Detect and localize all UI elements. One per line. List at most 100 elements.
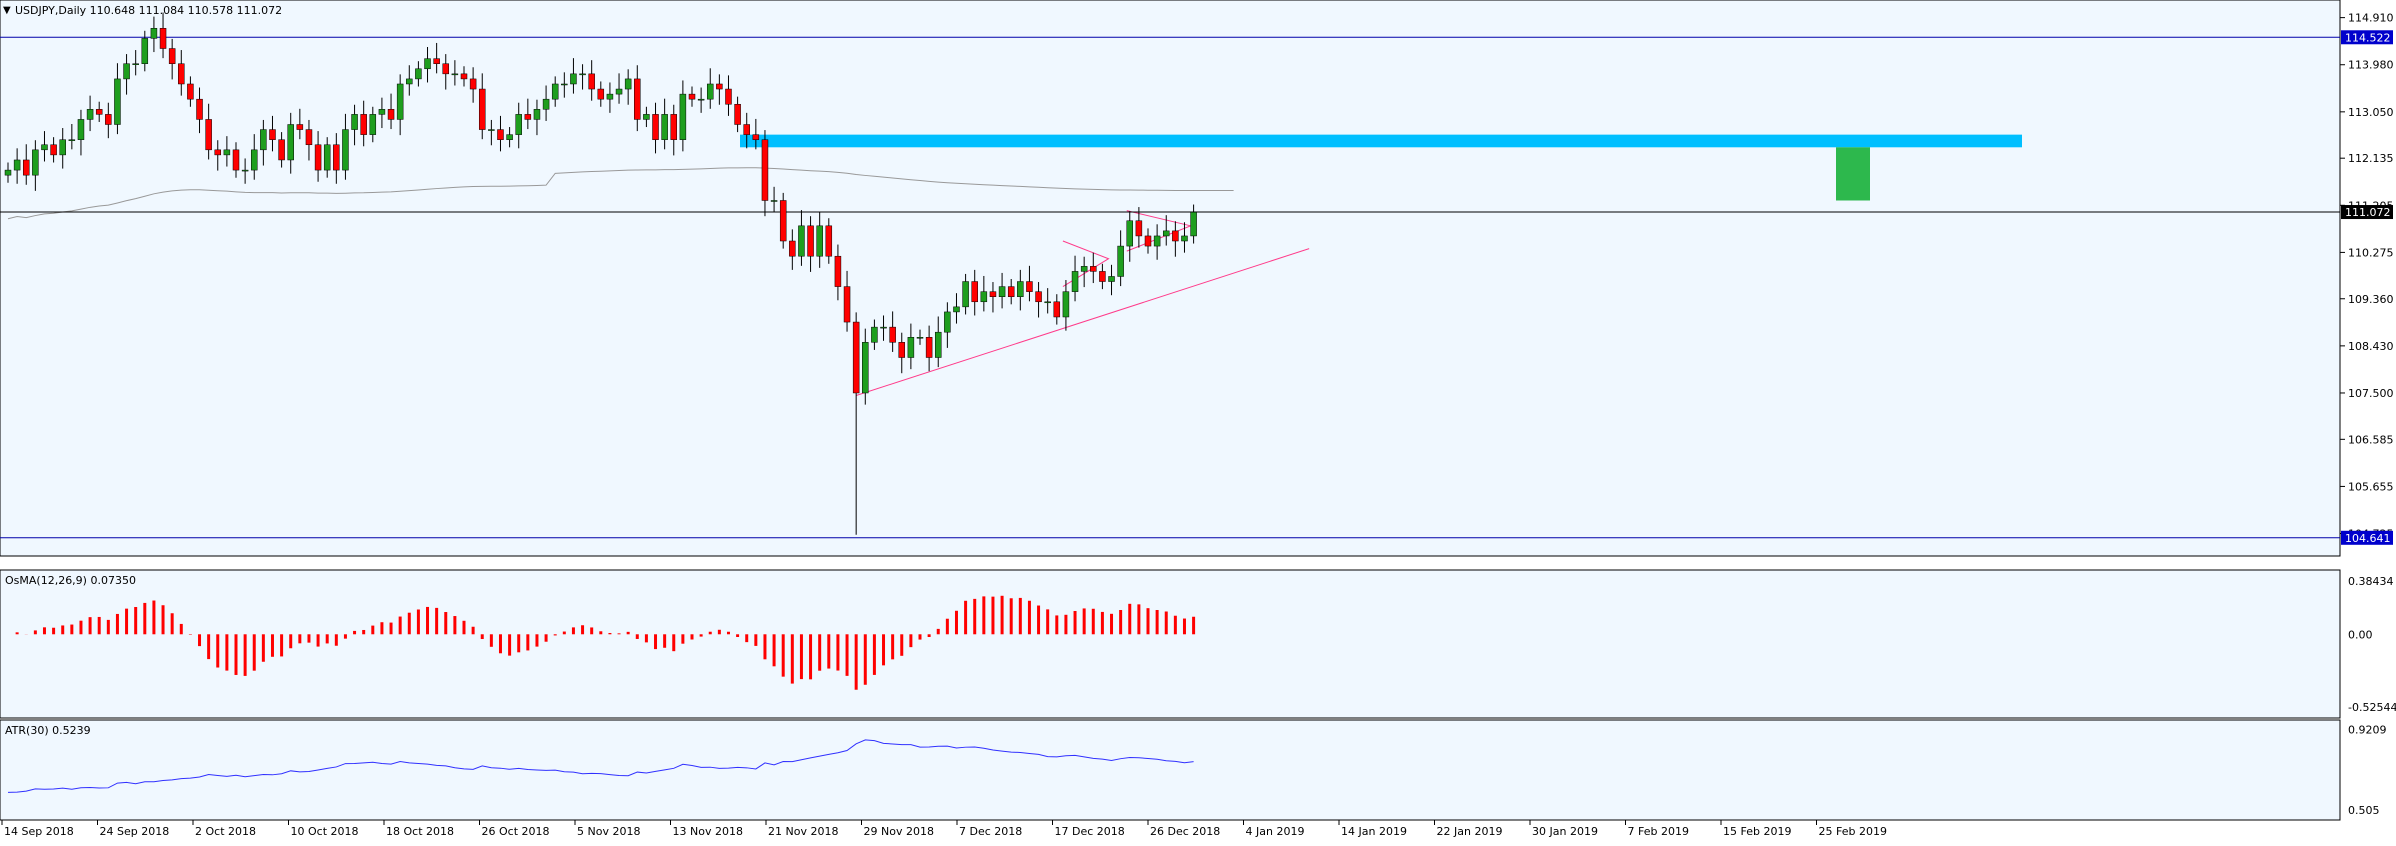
candle — [862, 342, 869, 394]
candle — [342, 129, 349, 171]
target-box — [1836, 147, 1870, 201]
date-axis-label: 15 Feb 2019 — [1723, 825, 1791, 838]
candle — [561, 83, 568, 86]
candle — [141, 38, 149, 64]
candle — [1026, 281, 1033, 292]
main-panel[interactable] — [0, 0, 2341, 557]
candle — [524, 114, 532, 120]
candle — [50, 144, 57, 156]
osma-panel[interactable] — [0, 569, 2341, 719]
candle — [360, 114, 367, 135]
price-axis-label: 113.050 — [2348, 106, 2394, 119]
candle — [1144, 235, 1152, 247]
candle — [1153, 235, 1161, 247]
candle — [634, 78, 641, 120]
candle — [998, 286, 1006, 297]
candle — [433, 58, 440, 64]
candle — [871, 326, 878, 343]
atr-panel[interactable] — [0, 719, 2341, 821]
candle — [1007, 286, 1015, 297]
candle — [469, 78, 477, 90]
candle — [32, 149, 39, 176]
candle — [168, 48, 176, 64]
date-axis-label: 14 Sep 2018 — [4, 825, 74, 838]
price-tag-label: 114.522 — [2345, 31, 2391, 44]
price-tag-box — [2341, 205, 2393, 220]
candle — [1135, 220, 1143, 237]
price-tag-label: 104.641 — [2345, 532, 2391, 545]
candle — [123, 63, 130, 80]
candle — [743, 124, 750, 135]
candle — [86, 109, 94, 120]
candle — [989, 291, 997, 297]
date-axis-label: 29 Nov 2018 — [864, 825, 934, 838]
candle — [542, 98, 550, 110]
candle — [734, 103, 741, 125]
price-tag-box — [2341, 530, 2393, 545]
candle — [269, 129, 276, 140]
candle — [643, 114, 650, 120]
candle — [1080, 266, 1088, 272]
candle — [551, 83, 559, 100]
candle — [424, 58, 431, 70]
date-axis-label: 25 Feb 2019 — [1819, 825, 1887, 838]
candle — [196, 98, 203, 120]
candle — [1035, 291, 1042, 303]
candle — [488, 129, 495, 131]
candle — [597, 88, 605, 100]
candle — [880, 326, 887, 329]
moving-average-line — [7, 167, 1234, 220]
date-axis-label: 30 Jan 2019 — [1532, 825, 1598, 838]
candle — [95, 109, 103, 115]
candle — [205, 119, 212, 151]
candle — [761, 139, 769, 201]
candle — [278, 139, 285, 161]
atr-axis-label: 0.505 — [2348, 804, 2380, 817]
resistance-zone — [740, 134, 2022, 148]
candle — [1117, 245, 1124, 277]
price-axis-label: 108.430 — [2348, 340, 2394, 353]
candle — [706, 83, 714, 100]
candle — [980, 291, 988, 303]
date-axis-label: 2 Oct 2018 — [195, 825, 256, 838]
candle — [59, 139, 66, 156]
candle — [287, 124, 294, 161]
candle — [387, 109, 395, 120]
candle — [296, 124, 304, 130]
candle — [579, 73, 586, 76]
candle — [369, 114, 377, 135]
candle — [825, 225, 833, 257]
date-axis-label: 21 Nov 2018 — [768, 825, 838, 838]
date-axis-label: 18 Oct 2018 — [386, 825, 454, 838]
chart-title: USDJPY,Daily 110.648 111.084 110.578 111… — [15, 4, 282, 17]
candle — [716, 83, 723, 90]
price-axis-label: 107.500 — [2348, 387, 2394, 400]
candle — [506, 134, 513, 140]
candle — [105, 114, 112, 125]
candle — [415, 68, 422, 80]
candle — [624, 78, 632, 90]
trend-line — [856, 248, 1310, 396]
candle — [4, 169, 12, 176]
candle — [451, 73, 459, 76]
candle — [178, 63, 185, 85]
date-axis-label: 4 Jan 2019 — [1246, 825, 1305, 838]
candle — [670, 114, 678, 140]
date-axis-label: 5 Nov 2018 — [577, 825, 640, 838]
candle — [1108, 276, 1115, 282]
candle — [250, 149, 258, 171]
candle — [1099, 271, 1106, 282]
candle — [770, 200, 778, 202]
candle — [944, 311, 951, 333]
chart-title-icon[interactable]: ▼ — [3, 5, 11, 16]
candle — [241, 169, 249, 172]
candle — [934, 331, 942, 358]
candle — [1190, 211, 1197, 237]
candle — [907, 337, 915, 358]
candle — [223, 149, 231, 156]
candle — [314, 144, 322, 171]
candle — [333, 144, 340, 171]
candle — [916, 337, 924, 339]
